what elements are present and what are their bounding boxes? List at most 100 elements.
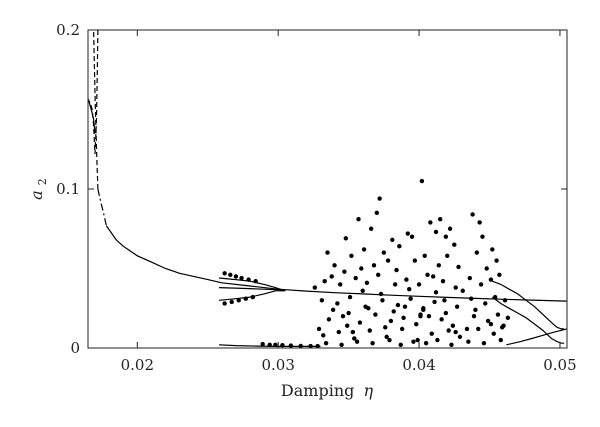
scatter-point [228, 272, 233, 278]
scatter-point [343, 236, 349, 241]
scatter-point [312, 285, 318, 290]
scatter-point [361, 247, 367, 252]
scatter-point [483, 301, 488, 306]
scatter-point [394, 267, 399, 273]
scatter-point [239, 275, 244, 281]
scatter-point [385, 258, 391, 263]
scatter-point [384, 334, 389, 340]
x-tick-label: 0.05 [543, 356, 576, 374]
scatter-point [350, 329, 356, 335]
scatter-point [452, 242, 457, 247]
scatter-point [392, 282, 398, 287]
scatter-point [443, 234, 449, 239]
x-tick-label: 0.03 [261, 356, 294, 374]
scatter-point [326, 317, 332, 322]
scatter-point [342, 269, 347, 274]
series-line-10 [492, 280, 565, 330]
y-axis-label-symbol: a [27, 190, 46, 200]
scatter-point [378, 291, 384, 297]
scatter-point [481, 341, 487, 346]
scatter-point [321, 333, 326, 338]
scatter-point [474, 250, 480, 255]
scatter-point [412, 258, 418, 263]
scatter-point [236, 298, 241, 303]
scatter-point [325, 250, 330, 255]
scatter-point [484, 266, 489, 271]
x-axis-ticks: 0.02 0.03 0.04 0.05 [121, 30, 577, 374]
scatter-point [345, 323, 350, 328]
scatter-point [383, 325, 388, 330]
scatter-point [398, 342, 403, 348]
scatter-point [485, 318, 491, 324]
scatter-point [298, 343, 303, 348]
scatter-point [447, 226, 453, 231]
scatter-point [418, 314, 423, 319]
scatter-point [280, 342, 285, 348]
scatter-point [377, 196, 382, 201]
scatter-point [453, 329, 458, 335]
scatter-point [473, 307, 478, 313]
scatter-point [353, 275, 358, 281]
scatter-point [445, 253, 450, 258]
series-line-6 [218, 290, 286, 301]
scatter-point [370, 341, 375, 346]
scatter-point [347, 294, 353, 300]
scatter-point [233, 274, 239, 279]
scatter-point [408, 296, 413, 301]
y-axis-ticks: 0 0.1 0.2 [56, 21, 567, 357]
scatter-point [407, 286, 412, 292]
scatter-point [421, 307, 426, 313]
scatter-point [464, 326, 470, 332]
scatter-point [426, 314, 432, 319]
scatter-point [390, 237, 395, 243]
scatter-point [346, 310, 351, 316]
y-tick-label: 0.1 [56, 180, 80, 198]
scatter-point [438, 217, 443, 222]
series-line-0 [105, 225, 567, 302]
scatter-point [419, 178, 425, 184]
scatter-point [260, 341, 265, 347]
scatter-point [229, 299, 234, 305]
scatter-point [322, 279, 327, 284]
scatter-point [471, 314, 477, 319]
plot-area [88, 30, 567, 348]
scatter-point [429, 331, 434, 336]
scatter-point [416, 282, 422, 287]
scatter-point [488, 321, 494, 327]
scatter-point [374, 210, 380, 216]
scatter-point [497, 272, 502, 278]
y-axis-label-subscript: 2 [36, 178, 49, 185]
scatter-point [387, 337, 392, 343]
scatter-point [501, 323, 506, 328]
x-axis-label: Damping η [281, 381, 374, 400]
scatter-point [399, 326, 405, 332]
scatter-point [340, 314, 346, 319]
scatter-point [373, 312, 378, 317]
scatter-point [460, 288, 465, 293]
scatter-point [330, 307, 336, 313]
scatter-point [423, 341, 429, 346]
scatter-point [336, 329, 341, 335]
x-axis-label-symbol: η [363, 381, 373, 400]
scatter-point [411, 339, 416, 344]
series-line-9 [491, 296, 565, 344]
scatter-point [425, 272, 430, 278]
scatter-point [315, 343, 320, 348]
scatter-point [354, 339, 360, 344]
scatter-point [404, 277, 409, 282]
y-tick-label: 0 [70, 339, 80, 357]
scatter-point [335, 301, 340, 306]
scatter-point [356, 217, 361, 222]
scatter-point [273, 342, 278, 348]
scatter-point [359, 266, 364, 271]
plot-frame [87, 29, 568, 349]
scatter-point [428, 220, 433, 225]
scatter-point [469, 296, 474, 301]
scatter-point [395, 302, 401, 308]
scatter-point [381, 250, 387, 255]
scatter-point [480, 234, 485, 239]
scatter-point [352, 336, 357, 341]
scatter-point [337, 282, 343, 287]
scatter-point [319, 298, 325, 303]
